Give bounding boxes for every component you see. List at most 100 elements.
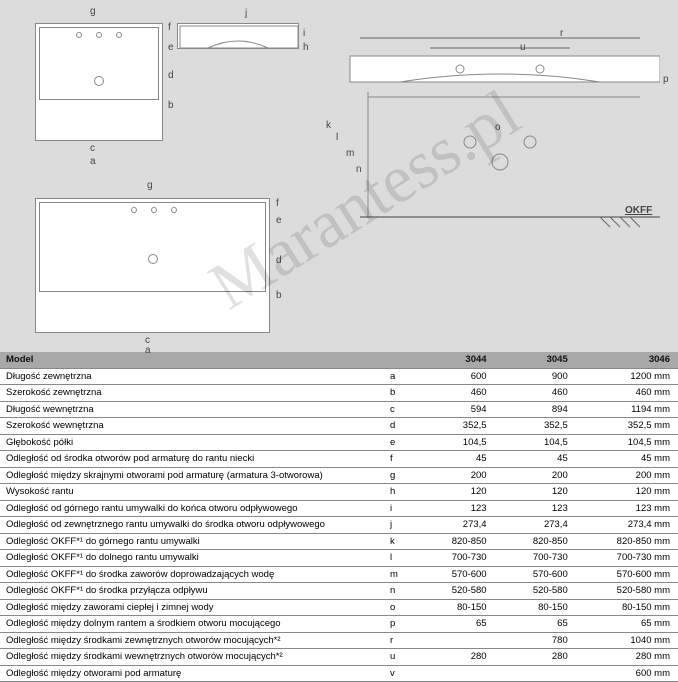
table-row: Odległość między środkami wewnętrznych o… bbox=[0, 649, 678, 666]
cell-v3: 65 mm bbox=[574, 616, 678, 633]
cell-v1: 352,5 bbox=[411, 418, 492, 435]
cell-v1: 45 bbox=[411, 451, 492, 468]
hdr-c3: 3046 bbox=[574, 352, 678, 368]
dim-m: m bbox=[346, 148, 354, 159]
cell-key: f bbox=[384, 451, 411, 468]
table-row: Odległość OKFF*¹ do górnego rantu umywal… bbox=[0, 533, 678, 550]
cell-v3: 120 mm bbox=[574, 484, 678, 501]
table-row: Odległość od środka otworów pod armaturę… bbox=[0, 451, 678, 468]
cell-label: Odległość od środka otworów pod armaturę… bbox=[0, 451, 384, 468]
cell-key: b bbox=[384, 385, 411, 402]
dim-d2: d bbox=[276, 255, 282, 266]
dim-a2: a bbox=[145, 345, 151, 356]
cell-label: Długość zewnętrzna bbox=[0, 368, 384, 385]
dim-p: p bbox=[663, 74, 669, 85]
cell-key: j bbox=[384, 517, 411, 534]
cell-key: o bbox=[384, 599, 411, 616]
dim-h: h bbox=[303, 42, 309, 53]
table-row: Odległość między skrajnymi otworami pod … bbox=[0, 467, 678, 484]
cell-v1: 460 bbox=[411, 385, 492, 402]
cell-v3: 570-600 mm bbox=[574, 566, 678, 583]
cell-key: i bbox=[384, 500, 411, 517]
cell-key: c bbox=[384, 401, 411, 418]
table-row: Odległość między otworami pod armaturęv6… bbox=[0, 665, 678, 682]
hdr-key bbox=[384, 352, 411, 368]
cell-v3: 80-150 mm bbox=[574, 599, 678, 616]
cell-v2: 894 bbox=[493, 401, 574, 418]
table-row: Odległość OKFF*¹ do środka zaworów dopro… bbox=[0, 566, 678, 583]
cell-v2: 123 bbox=[493, 500, 574, 517]
dim-g: g bbox=[90, 6, 96, 17]
dim-j: j bbox=[245, 8, 247, 19]
hdr-model: Model bbox=[0, 352, 384, 368]
cell-key: p bbox=[384, 616, 411, 633]
cell-label: Odległość między środkami zewnętrznych o… bbox=[0, 632, 384, 649]
cell-v1 bbox=[411, 632, 492, 649]
cell-label: Odległość między środkami wewnętrznych o… bbox=[0, 649, 384, 666]
cell-v2: 104,5 bbox=[493, 434, 574, 451]
cell-v3: 520-580 mm bbox=[574, 583, 678, 600]
cell-v3: 280 mm bbox=[574, 649, 678, 666]
cell-v2: 352,5 bbox=[493, 418, 574, 435]
dim-f2: f bbox=[276, 198, 279, 209]
table-row: Odległość OKFF*¹ do dolnego rantu umywal… bbox=[0, 550, 678, 567]
table-header: Model304430453046 bbox=[0, 352, 678, 368]
cell-key: v bbox=[384, 665, 411, 682]
cell-key: u bbox=[384, 649, 411, 666]
dim-c: c bbox=[90, 143, 95, 154]
cell-v1: 65 bbox=[411, 616, 492, 633]
cell-v2: 700-730 bbox=[493, 550, 574, 567]
cell-key: a bbox=[384, 368, 411, 385]
table-row: Długość wewnętrznac5948941194 mm bbox=[0, 401, 678, 418]
cell-v3: 1194 mm bbox=[574, 401, 678, 418]
cell-key: k bbox=[384, 533, 411, 550]
cell-v1 bbox=[411, 665, 492, 682]
cell-label: Odległość między skrajnymi otworami pod … bbox=[0, 467, 384, 484]
cell-v1: 700-730 bbox=[411, 550, 492, 567]
cell-v3: 45 mm bbox=[574, 451, 678, 468]
dim-i: i bbox=[303, 28, 305, 39]
cell-key: h bbox=[384, 484, 411, 501]
cell-v1: 200 bbox=[411, 467, 492, 484]
dim-f: f bbox=[168, 22, 171, 33]
cell-key: l bbox=[384, 550, 411, 567]
cell-v2: 273,4 bbox=[493, 517, 574, 534]
cell-key: e bbox=[384, 434, 411, 451]
table-row: Odległość między dolnym rantem a środkie… bbox=[0, 616, 678, 633]
hdr-c2: 3045 bbox=[493, 352, 574, 368]
dim-d: d bbox=[168, 70, 174, 81]
dim-a: a bbox=[90, 156, 96, 167]
dim-l: l bbox=[336, 132, 338, 143]
cell-v3: 1200 mm bbox=[574, 368, 678, 385]
dim-b: b bbox=[168, 100, 174, 111]
cell-v2: 280 bbox=[493, 649, 574, 666]
cell-label: Długość wewnętrzna bbox=[0, 401, 384, 418]
dim-k: k bbox=[326, 120, 331, 131]
cell-key: g bbox=[384, 467, 411, 484]
cell-v1: 80-150 bbox=[411, 599, 492, 616]
cell-label: Odległość między dolnym rantem a środkie… bbox=[0, 616, 384, 633]
cell-v2: 200 bbox=[493, 467, 574, 484]
cell-label: Wysokość rantu bbox=[0, 484, 384, 501]
dim-u: u bbox=[520, 42, 526, 53]
table-row: Odległość OKFF*¹ do środka przyłącza odp… bbox=[0, 583, 678, 600]
cell-key: d bbox=[384, 418, 411, 435]
cell-v2: 120 bbox=[493, 484, 574, 501]
cell-v3: 600 mm bbox=[574, 665, 678, 682]
cell-v1: 520-580 bbox=[411, 583, 492, 600]
table-row: Szerokość zewnętrznab460460460 mm bbox=[0, 385, 678, 402]
cell-key: n bbox=[384, 583, 411, 600]
table-row: Odległość od zewnętrznego rantu umywalki… bbox=[0, 517, 678, 534]
spec-table: Model304430453046Długość zewnętrznaa6009… bbox=[0, 352, 678, 682]
cell-v2: 65 bbox=[493, 616, 574, 633]
table-row: Długość zewnętrznaa6009001200 mm bbox=[0, 368, 678, 385]
technical-drawings: Marantess.pl g f e d b c a j h i g f e d… bbox=[0, 0, 678, 352]
table-row: Wysokość rantuh120120120 mm bbox=[0, 484, 678, 501]
cell-v1: 120 bbox=[411, 484, 492, 501]
cell-v3: 1040 mm bbox=[574, 632, 678, 649]
dim-o: o bbox=[495, 122, 501, 133]
bottom-plan-view bbox=[35, 198, 270, 333]
cell-label: Odległość od zewnętrznego rantu umywalki… bbox=[0, 517, 384, 534]
cell-v1: 570-600 bbox=[411, 566, 492, 583]
cell-v1: 600 bbox=[411, 368, 492, 385]
